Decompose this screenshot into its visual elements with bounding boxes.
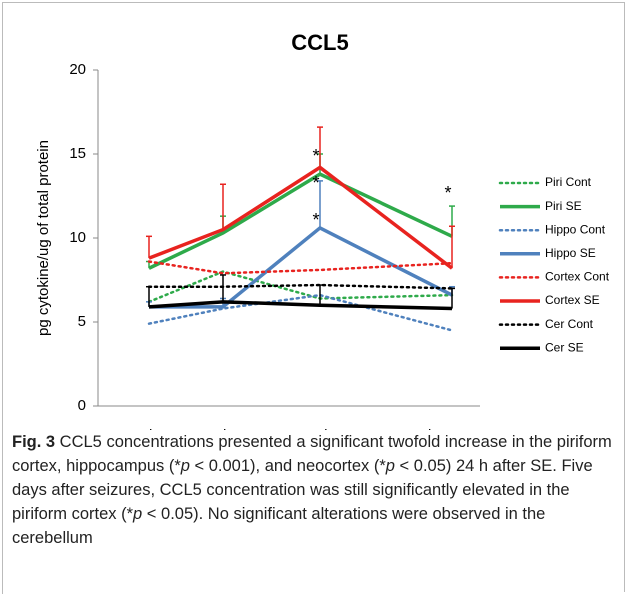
series-line: [147, 260, 454, 275]
y-axis-label: pg cytokine/ug of total protein: [35, 140, 52, 336]
y-tick-label: 10: [69, 229, 86, 246]
x-tick-label: 5d: [415, 427, 432, 430]
chart: CCL5 pg cytokine/ug of total protein 0 5 1…: [35, 30, 610, 430]
legend-label: Piri SE: [545, 199, 582, 213]
caption-text: < 0.001), and neocortex (*: [189, 457, 386, 475]
y-tick-label: 5: [78, 313, 86, 330]
x-tick-label: 6h: [215, 427, 232, 430]
x-tick-label: 24h: [307, 427, 332, 430]
legend-label: Cortex SE: [545, 293, 600, 307]
legend-label: Hippo SE: [545, 246, 596, 260]
series-line: [147, 283, 454, 290]
annotation: *: [312, 146, 319, 166]
series-line: [148, 300, 453, 311]
caption-text: CCL5 concentrations presented a signific…: [12, 433, 612, 475]
series-line: [148, 172, 453, 270]
caption-text: < 0.05) 24 h after SE. Five days after s…: [12, 457, 593, 523]
legend-label: Piri Cont: [545, 175, 592, 189]
caption-text: p: [180, 457, 190, 475]
caption-label: Fig. 3: [12, 433, 56, 451]
legend-label: Cer SE: [545, 340, 584, 354]
annotation: *: [444, 183, 451, 203]
caption: Fig. 3 CCL5 concentrations presented a s…: [12, 430, 612, 550]
annotation: *: [312, 173, 319, 193]
series-line: [147, 293, 454, 332]
caption-text: p: [385, 457, 395, 475]
y-tick-label: 15: [69, 145, 86, 162]
annotation: *: [312, 210, 319, 230]
y-tick-label: 0: [78, 397, 86, 414]
series-line: [147, 270, 454, 304]
x-tick-label: 2h: [141, 427, 158, 430]
legend-label: Hippo Cont: [545, 222, 606, 236]
caption-text: < 0.05). No significant alterations were…: [12, 505, 546, 547]
legend-label: Cer Cont: [545, 317, 594, 331]
caption-rule: [2, 430, 3, 594]
caption-text: p: [133, 505, 143, 523]
series-line: [148, 165, 454, 270]
legend-label: Cortex Cont: [545, 270, 610, 284]
chart-title: CCL5: [291, 30, 348, 55]
y-tick-label: 20: [69, 61, 86, 78]
series-line: [149, 225, 453, 309]
